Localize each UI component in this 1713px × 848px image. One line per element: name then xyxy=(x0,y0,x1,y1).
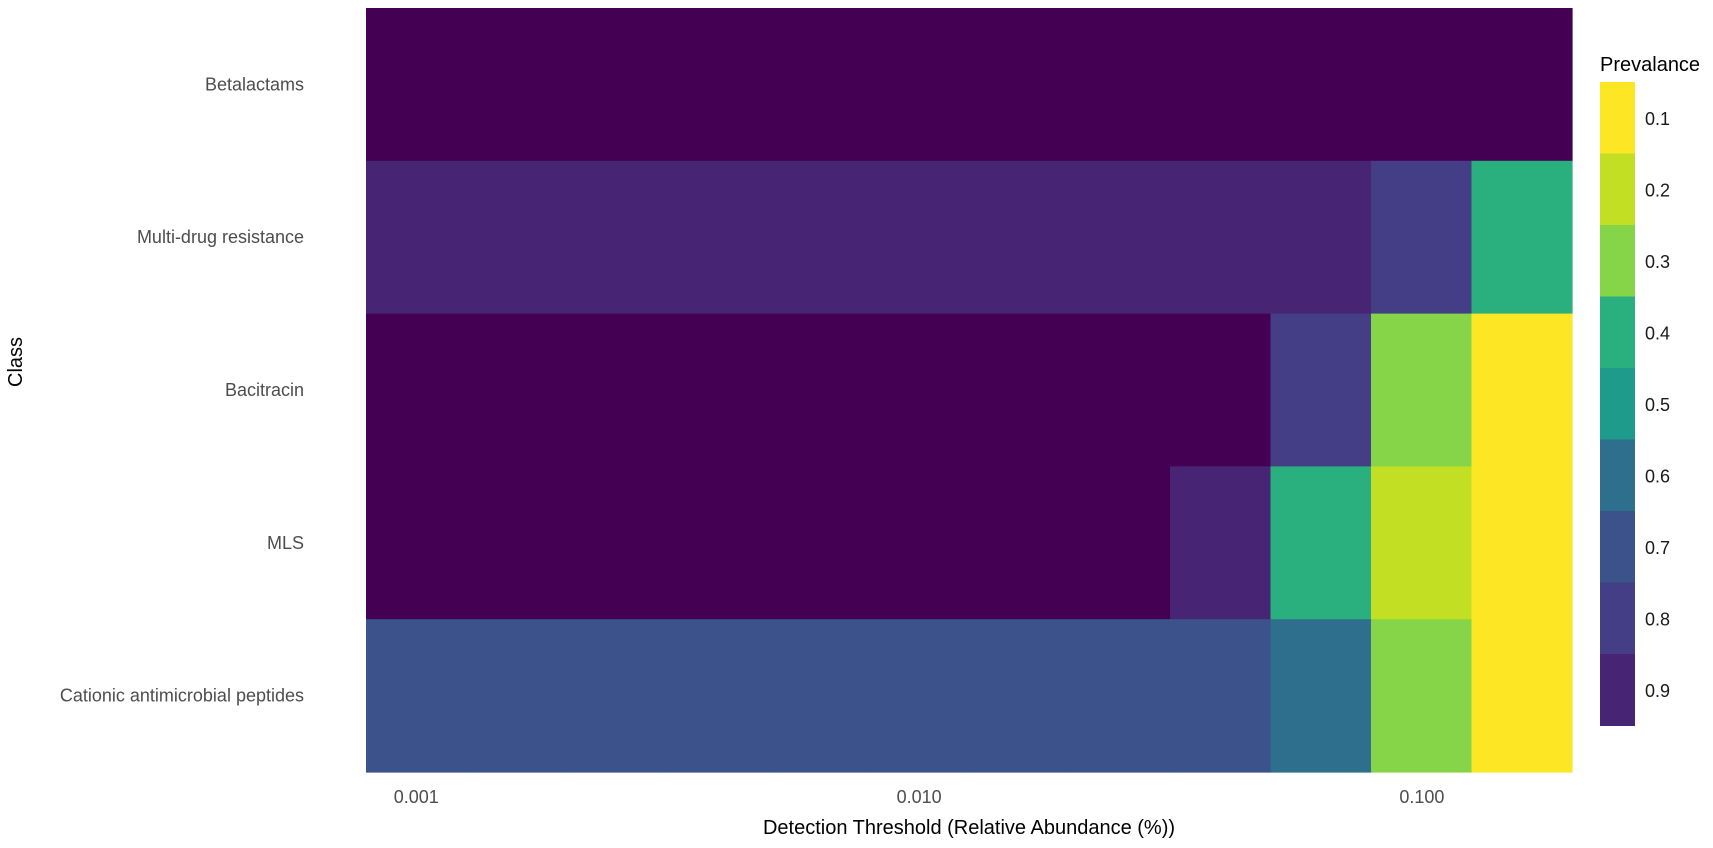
heatmap-cell xyxy=(1371,8,1473,162)
legend-key-label: 0.5 xyxy=(1645,395,1670,415)
heatmap-cell xyxy=(1371,619,1473,773)
heatmap-cell xyxy=(1170,466,1272,620)
heatmap-cell xyxy=(1471,8,1573,162)
legend-key-swatch xyxy=(1600,296,1635,369)
heatmap-cell xyxy=(1471,160,1573,315)
heatmap-cell xyxy=(868,8,970,162)
legend-key-swatch xyxy=(1600,439,1635,512)
y-tick-labels: Betalactams Multi-drug resistance Bacitrac… xyxy=(60,74,304,705)
y-tick-label: Multi-drug resistance xyxy=(137,227,304,247)
legend-key-swatch xyxy=(1600,368,1635,440)
heatmap-cell xyxy=(667,8,769,162)
legend-key-swatch xyxy=(1600,82,1635,154)
heatmap-cell xyxy=(567,466,669,620)
heatmap-cell xyxy=(868,466,970,620)
x-tick-label: 0.001 xyxy=(394,787,439,807)
heatmap-cell xyxy=(567,619,669,773)
heatmap-cell xyxy=(768,313,870,467)
legend-key-swatch xyxy=(1600,654,1635,726)
legend-title: Prevalance xyxy=(1600,54,1700,76)
y-tick-label: Cationic antimicrobial peptides xyxy=(60,686,304,706)
heatmap-cell xyxy=(366,8,468,162)
heatmap-cell xyxy=(969,466,1071,620)
x-tick-label: 0.100 xyxy=(1399,787,1444,807)
legend-key-label: 0.4 xyxy=(1645,323,1670,343)
legend-keys: 0.1 0.2 0.3 0.4 0.5 0.6 0.7 0.8 0.9 xyxy=(1600,82,1670,726)
heatmap-cell xyxy=(366,160,468,315)
legend-key-label: 0.8 xyxy=(1645,609,1670,629)
heatmap-cell xyxy=(868,160,970,315)
heatmap-cell xyxy=(1069,619,1171,773)
heatmap-cell xyxy=(969,160,1071,315)
heatmap-cell xyxy=(466,8,568,162)
heatmap-cell xyxy=(667,619,769,773)
legend-key-label: 0.1 xyxy=(1645,109,1670,129)
heatmap-cell xyxy=(1371,160,1473,315)
heatmap-cell xyxy=(768,466,870,620)
heatmap-cell xyxy=(768,160,870,315)
heatmap-cell xyxy=(667,313,769,467)
heatmap-cell xyxy=(366,619,468,773)
heatmap-cell xyxy=(868,619,970,773)
legend-key-swatch xyxy=(1600,225,1635,297)
heatmap-cell xyxy=(1471,466,1573,620)
y-tick-label: Bacitracin xyxy=(225,380,304,400)
heatmap-cell xyxy=(667,466,769,620)
heatmap-cells xyxy=(366,8,1573,773)
heatmap-cell xyxy=(768,619,870,773)
heatmap-cell xyxy=(1270,160,1372,315)
heatmap-cell xyxy=(567,8,669,162)
x-axis-title: Detection Threshold (Relative Abundance … xyxy=(763,817,1175,839)
heatmap-cell xyxy=(1069,160,1171,315)
heatmap-cell xyxy=(366,313,468,467)
heatmap-cell xyxy=(1371,313,1473,467)
legend: Prevalance 0.1 0.2 0.3 0.4 0.5 0.6 0.7 0.8 0.9 xyxy=(1600,54,1700,726)
y-tick-label: Betalactams xyxy=(205,74,304,94)
heatmap-cell xyxy=(1471,619,1573,773)
legend-key-swatch xyxy=(1600,153,1635,226)
heatmap-cell xyxy=(768,8,870,162)
heatmap-cell xyxy=(1270,313,1372,467)
legend-key-label: 0.2 xyxy=(1645,180,1670,200)
heatmap-cell xyxy=(466,313,568,467)
heatmap-cell xyxy=(1069,313,1171,467)
heatmap-cell xyxy=(1170,8,1272,162)
heatmap-cell xyxy=(1371,466,1473,620)
heatmap-cell xyxy=(1170,160,1272,315)
legend-key-label: 0.6 xyxy=(1645,466,1670,486)
heatmap-cell xyxy=(466,160,568,315)
legend-key-swatch xyxy=(1600,511,1635,583)
heatmap-cell xyxy=(1170,619,1272,773)
y-axis-title: Class xyxy=(5,337,27,387)
heatmap-cell xyxy=(667,160,769,315)
legend-key-label: 0.9 xyxy=(1645,681,1670,701)
heatmap-cell xyxy=(1069,8,1171,162)
x-tick-label: 0.010 xyxy=(897,787,942,807)
legend-key-swatch xyxy=(1600,582,1635,655)
heatmap-cell xyxy=(466,619,568,773)
heatmap-cell xyxy=(366,466,468,620)
heatmap-cell xyxy=(969,619,1071,773)
heatmap-cell xyxy=(868,313,970,467)
heatmap-cell xyxy=(567,313,669,467)
heatmap-cell xyxy=(1170,313,1272,467)
heatmap-cell xyxy=(1270,8,1372,162)
legend-key-label: 0.3 xyxy=(1645,252,1670,272)
x-tick-labels: 0.001 0.010 0.100 xyxy=(394,787,1445,807)
heatmap-cell xyxy=(1270,619,1372,773)
heatmap-cell xyxy=(969,313,1071,467)
heatmap-cell xyxy=(567,160,669,315)
heatmap-cell xyxy=(1471,313,1573,467)
heatmap-cell xyxy=(1069,466,1171,620)
heatmap-cell xyxy=(466,466,568,620)
y-tick-label: MLS xyxy=(267,533,304,553)
heatmap-cell xyxy=(1270,466,1372,620)
legend-key-label: 0.7 xyxy=(1645,538,1670,558)
heatmap-cell xyxy=(969,8,1071,162)
